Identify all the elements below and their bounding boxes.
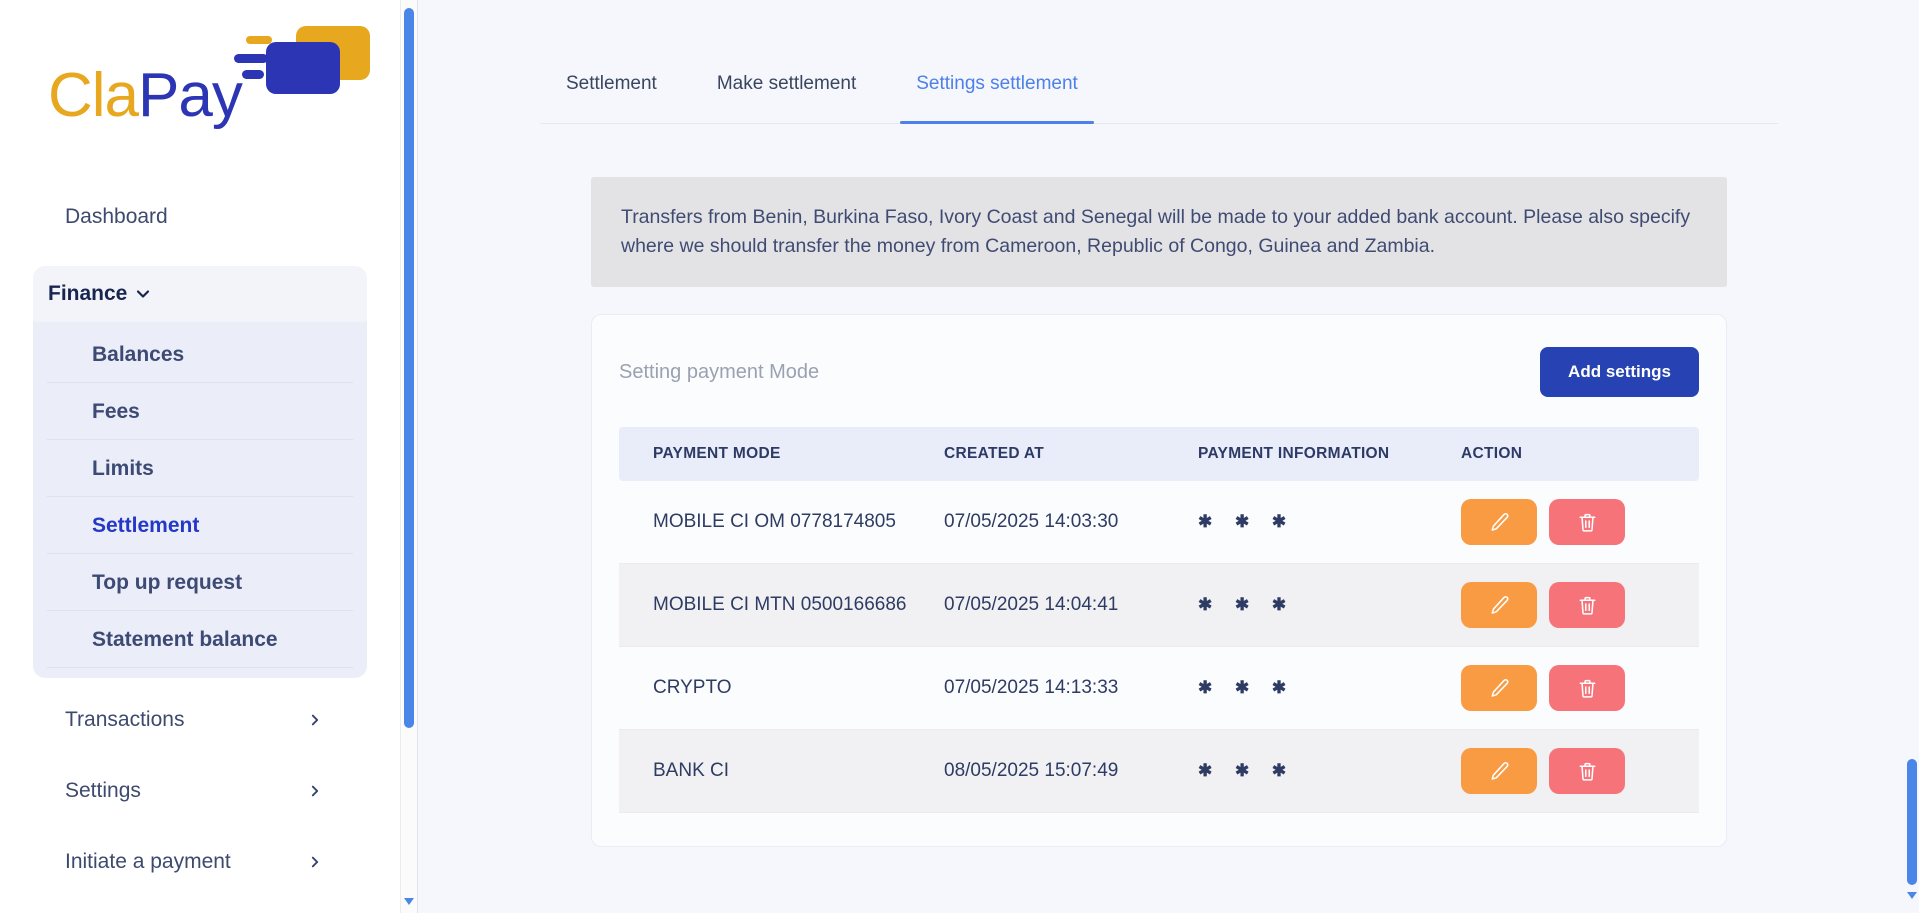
sidebar-item-settings[interactable]: Settings xyxy=(0,762,400,820)
payment-information-cell: ✱ ✱ ✱ xyxy=(1198,761,1296,780)
payment-modes-table: PAYMENT MODE CREATED AT PAYMENT INFORMAT… xyxy=(619,427,1699,813)
table-row: MOBILE CI OM 0778174805 07/05/2025 14:03… xyxy=(619,481,1699,564)
sidebar-item-dashboard[interactable]: Dashboard xyxy=(0,188,400,246)
row-actions xyxy=(1461,748,1699,794)
trash-icon xyxy=(1579,679,1595,698)
clapay-logo-icon xyxy=(234,26,370,104)
main-content: Settlement Make settlement Settings sett… xyxy=(418,0,1919,913)
sidebar-item-balances[interactable]: Balances xyxy=(47,326,353,383)
sidebar-item-label: Transactions xyxy=(65,708,185,731)
tab-bar: Settlement Make settlement Settings sett… xyxy=(540,0,1778,124)
payment-mode-cell: MOBILE CI MTN 0500166686 xyxy=(653,594,907,615)
scrollbar-thumb[interactable] xyxy=(404,8,414,728)
payment-mode-cell: CRYPTO xyxy=(653,677,732,698)
trash-icon xyxy=(1579,762,1595,781)
pencil-icon xyxy=(1490,512,1508,531)
delete-button[interactable] xyxy=(1549,748,1625,794)
pencil-icon xyxy=(1490,595,1508,614)
payment-information-cell: ✱ ✱ ✱ xyxy=(1198,512,1296,531)
sidebar: ClaPay Dashboard Finance Balances Fees L… xyxy=(0,0,400,913)
created-at-cell: 07/05/2025 14:13:33 xyxy=(944,677,1119,698)
logo-card-blue xyxy=(266,42,340,94)
created-at-cell: 07/05/2025 14:04:41 xyxy=(944,594,1119,615)
info-banner: Transfers from Benin, Burkina Faso, Ivor… xyxy=(591,177,1727,287)
chevron-right-icon xyxy=(311,856,319,868)
created-at-cell: 08/05/2025 15:07:49 xyxy=(944,760,1119,781)
clapay-logo-text: ClaPay xyxy=(48,61,243,130)
scrollbar-down-arrow-icon[interactable] xyxy=(404,898,414,905)
table-row: MOBILE CI MTN 0500166686 07/05/2025 14:0… xyxy=(619,564,1699,647)
created-at-cell: 07/05/2025 14:03:30 xyxy=(944,511,1119,532)
page-scrollbar[interactable] xyxy=(1905,0,1919,913)
delete-button[interactable] xyxy=(1549,582,1625,628)
payment-information-cell: ✱ ✱ ✱ xyxy=(1198,595,1296,614)
sidebar-item-statement-balance[interactable]: Statement balance xyxy=(47,611,353,668)
column-header-payment-mode: PAYMENT MODE xyxy=(653,445,781,462)
page-scrollbar-down-arrow-icon[interactable] xyxy=(1907,892,1917,899)
finance-submenu: Balances Fees Limits Settlement Top up r… xyxy=(33,322,367,678)
column-header-created-at: CREATED AT xyxy=(944,445,1045,462)
sidebar-nav: Dashboard Finance Balances Fees Limits S… xyxy=(0,188,400,891)
sidebar-scrollbar[interactable] xyxy=(400,0,418,913)
tab-settlement[interactable]: Settlement xyxy=(566,73,657,94)
table-row: BANK CI 08/05/2025 15:07:49 ✱ ✱ ✱ xyxy=(619,730,1699,813)
card-header: Setting payment Mode Add settings xyxy=(619,315,1699,427)
sidebar-item-fees[interactable]: Fees xyxy=(47,383,353,440)
sidebar-item-label: Dashboard xyxy=(65,205,168,228)
sidebar-item-finance[interactable]: Finance xyxy=(33,266,367,322)
tab-settings-settlement[interactable]: Settings settlement xyxy=(900,73,1094,124)
edit-button[interactable] xyxy=(1461,665,1537,711)
row-actions xyxy=(1461,665,1699,711)
settings-card: Setting payment Mode Add settings PAYMEN… xyxy=(591,314,1727,847)
payment-mode-cell: BANK CI xyxy=(653,760,730,781)
table-header-row: PAYMENT MODE CREATED AT PAYMENT INFORMAT… xyxy=(619,427,1699,481)
sidebar-item-label: Finance xyxy=(48,282,128,305)
row-actions xyxy=(1461,499,1699,545)
chevron-down-icon xyxy=(137,290,150,298)
tab-make-settlement[interactable]: Make settlement xyxy=(716,73,857,94)
payment-information-cell: ✱ ✱ ✱ xyxy=(1198,678,1296,697)
add-settings-button[interactable]: Add settings xyxy=(1540,347,1699,397)
edit-button[interactable] xyxy=(1461,748,1537,794)
sidebar-item-label: Settings xyxy=(65,779,141,802)
table-body: MOBILE CI OM 0778174805 07/05/2025 14:03… xyxy=(619,481,1699,813)
chevron-right-icon xyxy=(311,785,319,797)
sidebar-item-transactions[interactable]: Transactions xyxy=(0,691,400,749)
sidebar-group-finance: Finance Balances Fees Limits Settlement … xyxy=(33,266,367,678)
payment-mode-cell: MOBILE CI OM 0778174805 xyxy=(653,511,896,532)
table-row: CRYPTO 07/05/2025 14:13:33 ✱ ✱ ✱ xyxy=(619,647,1699,730)
sidebar-item-settlement[interactable]: Settlement xyxy=(47,497,353,554)
sidebar-item-label: Initiate a payment xyxy=(65,850,231,873)
info-banner-text: Transfers from Benin, Burkina Faso, Ivor… xyxy=(621,206,1691,257)
pencil-icon xyxy=(1490,761,1508,780)
page-scrollbar-thumb[interactable] xyxy=(1907,759,1917,885)
column-header-payment-information: PAYMENT INFORMATION xyxy=(1198,445,1390,462)
logo-dash xyxy=(242,70,264,79)
sidebar-item-limits[interactable]: Limits xyxy=(47,440,353,497)
column-header-action: ACTION xyxy=(1461,445,1523,462)
sidebar-item-top-up-request[interactable]: Top up request xyxy=(47,554,353,611)
logo-dash xyxy=(246,36,272,44)
edit-button[interactable] xyxy=(1461,582,1537,628)
sidebar-item-initiate-a-payment[interactable]: Initiate a payment xyxy=(0,833,400,891)
delete-button[interactable] xyxy=(1549,499,1625,545)
trash-icon xyxy=(1579,596,1595,615)
delete-button[interactable] xyxy=(1549,665,1625,711)
card-title: Setting payment Mode xyxy=(619,360,820,383)
logo-dash xyxy=(234,54,268,63)
row-actions xyxy=(1461,582,1699,628)
trash-icon xyxy=(1579,513,1595,532)
clapay-logo[interactable]: ClaPay xyxy=(48,22,370,152)
edit-button[interactable] xyxy=(1461,499,1537,545)
chevron-right-icon xyxy=(311,714,319,726)
pencil-icon xyxy=(1490,678,1508,697)
